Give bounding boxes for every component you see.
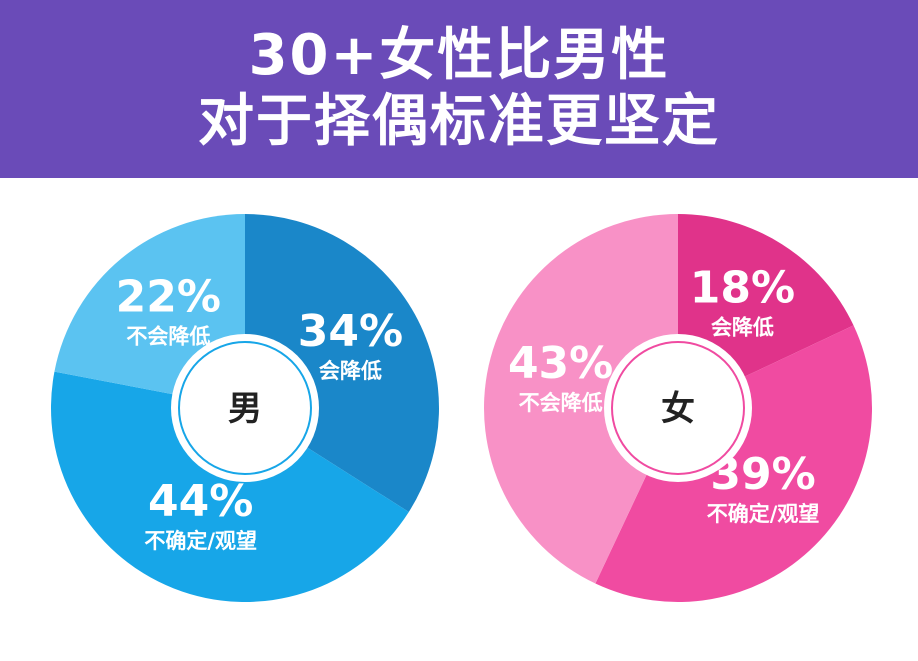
slice-category-label-1-0: 会降低	[711, 315, 774, 339]
title-line-1: 30+女性比男性	[248, 23, 670, 88]
slice-category-label-1-1: 不确定/观望	[707, 502, 820, 526]
pie-slice-1-2	[483, 214, 678, 584]
slice-value-label-0-1: 44%	[148, 476, 253, 527]
slice-category-label-0-0: 会降低	[319, 359, 382, 383]
title-banner: 30+女性比男性 对于择偶标准更坚定	[0, 0, 918, 178]
slice-category-label-0-2: 不会降低	[126, 324, 210, 348]
center-label-0: 男	[228, 389, 262, 429]
center-ring-1	[611, 341, 745, 475]
slice-category-label-1-2: 不会降低	[519, 391, 603, 415]
pie-slice-0-1	[51, 371, 409, 602]
slice-value-label-1-0: 18%	[690, 262, 795, 313]
slice-value-label-1-2: 43%	[508, 338, 613, 389]
slice-category-label-0-1: 不确定/观望	[144, 529, 257, 553]
center-label-1: 女	[661, 389, 695, 429]
center-ring-0	[178, 341, 312, 475]
slice-value-label-0-2: 22%	[116, 271, 221, 322]
slice-value-label-0-0: 34%	[298, 306, 403, 357]
pie-slice-1-1	[595, 325, 872, 602]
title-line-2: 对于择偶标准更坚定	[198, 89, 720, 154]
